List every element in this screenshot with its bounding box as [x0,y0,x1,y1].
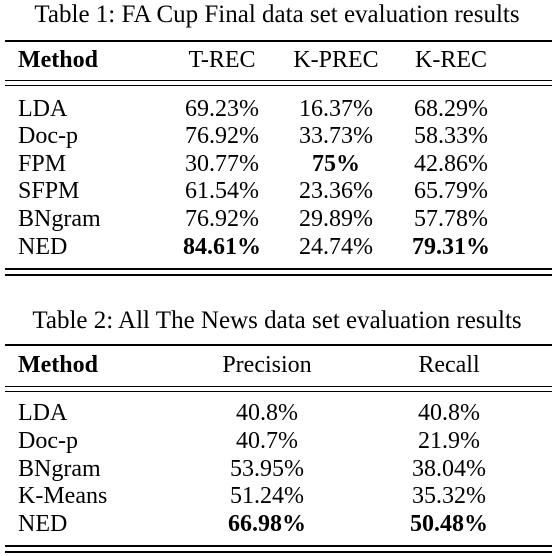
k-prec-cell: 23.36% [299,178,373,204]
table-row: NED 66.98% 50.48% [0,510,554,538]
method-cell: K-Means [18,483,108,509]
table1-header-method: Method [18,47,98,73]
table2-caption: Table 2: All The News data set evaluatio… [32,307,522,334]
precision-cell-best: 66.98% [228,511,306,537]
k-prec-cell: 24.74% [299,234,373,260]
table1-bottom-rule-1 [5,268,552,270]
table1-top-rule [5,40,552,42]
method-cell: Doc-p [18,123,78,149]
method-cell: Doc-p [18,428,78,454]
k-prec-cell: 33.73% [299,123,373,149]
table2-header-recall: Recall [418,352,480,378]
method-cell: LDA [18,400,68,426]
table-row: Doc-p 40.7% 21.9% [0,427,554,455]
t-rec-cell: 69.23% [185,96,259,122]
table-row: Doc-p 76.92% 33.73% 58.33% [0,122,554,150]
table1-header-t-rec: T-REC [188,47,256,73]
table1-header-rule-1 [5,80,552,81]
k-rec-cell: 65.79% [414,178,488,204]
table-row: SFPM 61.54% 23.36% 65.79% [0,177,554,205]
table2-bottom-rule-2 [5,551,552,553]
table-row: K-Means 51.24% 35.32% [0,482,554,510]
recall-cell: 35.32% [412,483,486,509]
t-rec-cell: 61.54% [185,178,259,204]
precision-cell: 40.8% [236,400,298,426]
method-cell: SFPM [18,178,80,204]
recall-cell: 40.8% [418,400,480,426]
method-cell: LDA [18,96,68,122]
table1-header-rule-2 [5,85,552,86]
method-cell: NED [18,234,68,260]
precision-cell: 40.7% [236,428,298,454]
t-rec-cell-best: 84.61% [183,234,261,260]
table-row: LDA 69.23% 16.37% 68.29% [0,95,554,123]
table2-header-precision: Precision [222,352,312,378]
precision-cell: 51.24% [230,483,304,509]
table2-header-rule-1 [5,386,552,387]
recall-cell: 38.04% [412,456,486,482]
t-rec-cell: 30.77% [185,151,259,177]
table-row: FPM 30.77% 75% 42.86% [0,150,554,178]
precision-cell: 53.95% [230,456,304,482]
method-cell: BNgram [18,206,101,232]
table1-caption: Table 1: FA Cup Final data set evaluatio… [34,1,520,28]
table2-header-rule-2 [5,391,552,392]
table-row: NED 84.61% 24.74% 79.31% [0,233,554,261]
k-prec-cell: 16.37% [299,96,373,122]
table2-bottom-rule-1 [5,545,552,547]
recall-cell-best: 50.48% [410,511,488,537]
table1-bottom-rule-2 [5,274,552,276]
k-rec-cell: 42.86% [414,151,488,177]
t-rec-cell: 76.92% [185,123,259,149]
t-rec-cell: 76.92% [185,206,259,232]
k-rec-cell: 57.78% [414,206,488,232]
k-rec-cell: 58.33% [414,123,488,149]
table2-top-rule [5,344,552,346]
k-prec-cell-best: 75% [312,151,360,177]
table-row: BNgram 76.92% 29.89% 57.78% [0,205,554,233]
table2-header-row: Method Precision Recall [0,351,554,379]
table2-header-method: Method [18,352,98,378]
table-row: LDA 40.8% 40.8% [0,399,554,427]
table-row: BNgram 53.95% 38.04% [0,455,554,483]
table1-header-row: Method T-REC K-PREC K-REC [0,46,554,74]
recall-cell: 21.9% [418,428,480,454]
k-rec-cell: 68.29% [414,96,488,122]
k-prec-cell: 29.89% [299,206,373,232]
method-cell: BNgram [18,456,101,482]
table1-header-k-rec: K-REC [415,47,487,73]
k-rec-cell-best: 79.31% [412,234,490,260]
method-cell: NED [18,511,68,537]
table1-header-k-prec: K-PREC [293,47,379,73]
method-cell: FPM [18,151,67,177]
